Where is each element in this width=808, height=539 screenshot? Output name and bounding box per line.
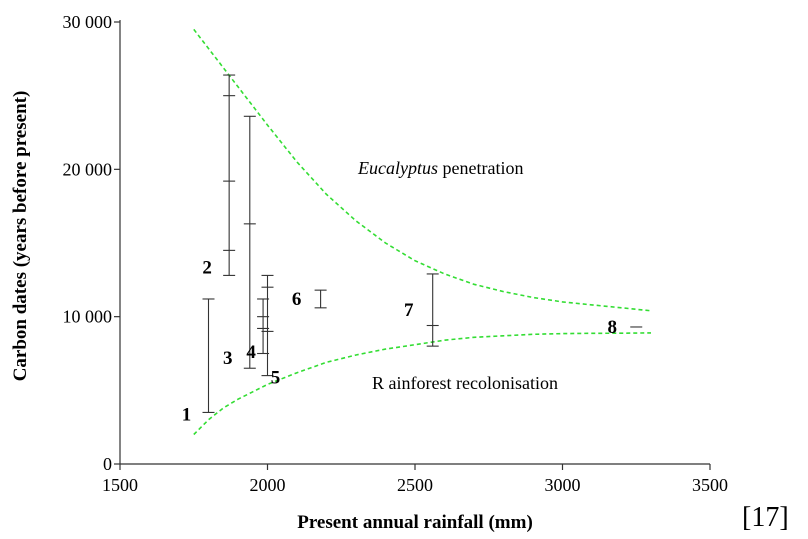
y-tick-label: 30 000 bbox=[63, 12, 113, 32]
y-axis-title: Carbon dates (years before present) bbox=[10, 91, 31, 382]
point-label-2: 2 bbox=[202, 257, 212, 278]
x-tick-label: 1500 bbox=[102, 475, 138, 495]
error-bar-2 bbox=[223, 74, 236, 276]
x-tick-label: 3500 bbox=[692, 475, 728, 495]
point-label-4: 4 bbox=[246, 342, 256, 363]
error-bar-5 bbox=[261, 274, 274, 377]
rainforest-label: R ainforest recolonisation bbox=[372, 373, 558, 393]
x-tick-label: 2500 bbox=[397, 475, 433, 495]
point-label-6: 6 bbox=[292, 289, 302, 310]
axes: 1500 2000 2500 3000 3500 0 10 000 20 000 30 000 bbox=[63, 12, 729, 495]
citation: [17] bbox=[742, 502, 789, 533]
error-bar-1 bbox=[202, 298, 215, 413]
error-bar-7 bbox=[426, 273, 439, 347]
error-bar-3 bbox=[243, 115, 256, 369]
annotations: Eucalyptus penetration R ainforest recolo… bbox=[357, 158, 558, 393]
eucalyptus-penetration-curve bbox=[193, 28, 652, 312]
y-tick-label: 0 bbox=[103, 454, 112, 474]
point-label-7: 7 bbox=[404, 300, 414, 321]
point-label-8: 8 bbox=[608, 317, 618, 338]
point-label-3: 3 bbox=[223, 348, 233, 369]
x-axis-title: Present annual rainfall (mm) bbox=[297, 512, 533, 533]
y-tick-label: 10 000 bbox=[63, 307, 113, 327]
eucalyptus-label-rest: penetration bbox=[438, 158, 523, 178]
point-label-1: 1 bbox=[182, 404, 192, 425]
x-tick-label: 3000 bbox=[545, 475, 581, 495]
x-tick-label: 2000 bbox=[250, 475, 286, 495]
y-tick-label: 20 000 bbox=[63, 159, 113, 179]
curves bbox=[193, 28, 652, 436]
rainforest-recolonisation-curve bbox=[193, 332, 652, 436]
eucalyptus-label: Eucalyptus penetration bbox=[357, 158, 523, 178]
error-bar-6 bbox=[314, 289, 327, 309]
eucalyptus-label-italic: Eucalyptus bbox=[357, 158, 438, 178]
point-label-5: 5 bbox=[271, 368, 281, 389]
error-bars: 1 2 3 45 6 7 8 bbox=[182, 74, 643, 425]
